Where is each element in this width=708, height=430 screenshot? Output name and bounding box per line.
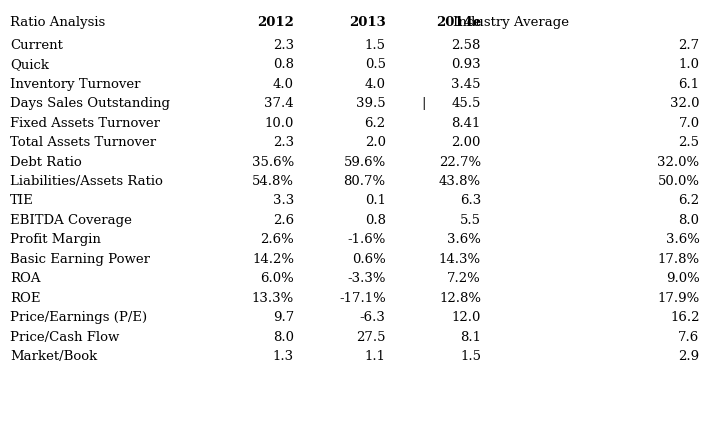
- Text: -17.1%: -17.1%: [339, 292, 386, 305]
- Text: Industry Average: Industry Average: [452, 16, 569, 29]
- Text: 54.8%: 54.8%: [252, 175, 294, 188]
- Text: 6.0%: 6.0%: [261, 272, 294, 285]
- Text: Debt Ratio: Debt Ratio: [10, 156, 81, 169]
- Text: 1.3: 1.3: [273, 350, 294, 363]
- Text: EBITDA Coverage: EBITDA Coverage: [10, 214, 132, 227]
- Text: 2012: 2012: [257, 16, 294, 29]
- Text: 2.58: 2.58: [452, 39, 481, 52]
- Text: 1.5: 1.5: [460, 350, 481, 363]
- Text: 13.3%: 13.3%: [252, 292, 294, 305]
- Text: 0.1: 0.1: [365, 194, 386, 208]
- Text: 22.7%: 22.7%: [439, 156, 481, 169]
- Text: Profit Margin: Profit Margin: [10, 233, 101, 246]
- Text: 2.7: 2.7: [678, 39, 700, 52]
- Text: 5.5: 5.5: [460, 214, 481, 227]
- Text: 3.3: 3.3: [273, 194, 294, 208]
- Text: 8.1: 8.1: [460, 331, 481, 344]
- Text: |: |: [421, 97, 426, 111]
- Text: 2.0: 2.0: [365, 136, 386, 149]
- Text: 35.6%: 35.6%: [252, 156, 294, 169]
- Text: 17.8%: 17.8%: [658, 253, 700, 266]
- Text: 2.00: 2.00: [452, 136, 481, 149]
- Text: ROE: ROE: [10, 292, 40, 305]
- Text: 27.5: 27.5: [356, 331, 386, 344]
- Text: 37.4: 37.4: [264, 97, 294, 111]
- Text: 8.0: 8.0: [273, 331, 294, 344]
- Text: 7.2%: 7.2%: [447, 272, 481, 285]
- Text: 12.8%: 12.8%: [439, 292, 481, 305]
- Text: 7.6: 7.6: [678, 331, 700, 344]
- Text: 4.0: 4.0: [365, 78, 386, 91]
- Text: 43.8%: 43.8%: [439, 175, 481, 188]
- Text: 1.1: 1.1: [365, 350, 386, 363]
- Text: Total Assets Turnover: Total Assets Turnover: [10, 136, 156, 149]
- Text: Current: Current: [10, 39, 63, 52]
- Text: 14.3%: 14.3%: [439, 253, 481, 266]
- Text: Days Sales Outstanding: Days Sales Outstanding: [10, 97, 170, 111]
- Text: 2.6%: 2.6%: [261, 233, 294, 246]
- Text: 0.8: 0.8: [365, 214, 386, 227]
- Text: 50.0%: 50.0%: [658, 175, 700, 188]
- Text: 6.2: 6.2: [678, 194, 700, 208]
- Text: -1.6%: -1.6%: [348, 233, 386, 246]
- Text: Basic Earning Power: Basic Earning Power: [10, 253, 150, 266]
- Text: 6.1: 6.1: [678, 78, 700, 91]
- Text: Inventory Turnover: Inventory Turnover: [10, 78, 140, 91]
- Text: 3.6%: 3.6%: [666, 233, 700, 246]
- Text: 80.7%: 80.7%: [343, 175, 386, 188]
- Text: 10.0: 10.0: [265, 117, 294, 130]
- Text: 6.2: 6.2: [365, 117, 386, 130]
- Text: 12.0: 12.0: [452, 311, 481, 324]
- Text: 9.7: 9.7: [273, 311, 294, 324]
- Text: 16.2: 16.2: [670, 311, 700, 324]
- Text: 6.3: 6.3: [459, 194, 481, 208]
- Text: 1.5: 1.5: [365, 39, 386, 52]
- Text: 0.6%: 0.6%: [352, 253, 386, 266]
- Text: Quick: Quick: [10, 58, 49, 71]
- Text: Fixed Assets Turnover: Fixed Assets Turnover: [10, 117, 160, 130]
- Text: 17.9%: 17.9%: [657, 292, 700, 305]
- Text: Ratio Analysis: Ratio Analysis: [10, 16, 105, 29]
- Text: 8.41: 8.41: [452, 117, 481, 130]
- Text: 9.0%: 9.0%: [666, 272, 700, 285]
- Text: 2.3: 2.3: [273, 39, 294, 52]
- Text: 32.0%: 32.0%: [658, 156, 700, 169]
- Text: 59.6%: 59.6%: [343, 156, 386, 169]
- Text: 8.0: 8.0: [678, 214, 700, 227]
- Text: -6.3: -6.3: [360, 311, 386, 324]
- Text: 32.0: 32.0: [670, 97, 700, 111]
- Text: 2.5: 2.5: [678, 136, 700, 149]
- Text: 3.45: 3.45: [452, 78, 481, 91]
- Text: 4.0: 4.0: [273, 78, 294, 91]
- Text: 2.6: 2.6: [273, 214, 294, 227]
- Text: 3.6%: 3.6%: [447, 233, 481, 246]
- Text: 14.2%: 14.2%: [252, 253, 294, 266]
- Text: 45.5: 45.5: [452, 97, 481, 111]
- Text: Price/Earnings (P/E): Price/Earnings (P/E): [10, 311, 147, 324]
- Text: 2014e: 2014e: [435, 16, 481, 29]
- Text: 7.0: 7.0: [678, 117, 700, 130]
- Text: Liabilities/Assets Ratio: Liabilities/Assets Ratio: [10, 175, 163, 188]
- Text: Market/Book: Market/Book: [10, 350, 97, 363]
- Text: 2013: 2013: [349, 16, 386, 29]
- Text: ROA: ROA: [10, 272, 40, 285]
- Text: 0.93: 0.93: [451, 58, 481, 71]
- Text: Price/Cash Flow: Price/Cash Flow: [10, 331, 119, 344]
- Text: 0.8: 0.8: [273, 58, 294, 71]
- Text: 39.5: 39.5: [356, 97, 386, 111]
- Text: 2.3: 2.3: [273, 136, 294, 149]
- Text: 2.9: 2.9: [678, 350, 700, 363]
- Text: TIE: TIE: [10, 194, 33, 208]
- Text: 0.5: 0.5: [365, 58, 386, 71]
- Text: 1.0: 1.0: [678, 58, 700, 71]
- Text: -3.3%: -3.3%: [347, 272, 386, 285]
